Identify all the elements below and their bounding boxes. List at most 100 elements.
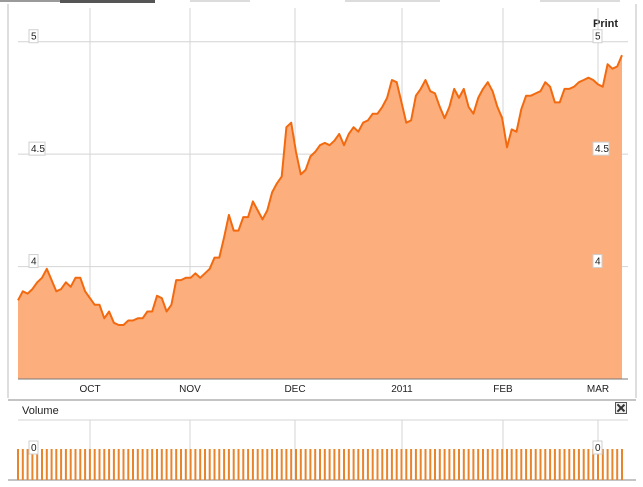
volume-bar	[280, 449, 283, 480]
volume-bar	[26, 449, 29, 480]
y-tick-label: 5	[595, 32, 601, 43]
volume-bar	[160, 449, 163, 480]
volume-bar	[592, 449, 595, 480]
strip-segment	[60, 0, 155, 3]
volume-bar	[175, 449, 178, 480]
volume-bar	[146, 449, 149, 480]
volume-bar	[208, 449, 211, 480]
volume-bar	[132, 449, 134, 480]
volume-bar	[400, 449, 403, 480]
x-tick-label: DEC	[284, 384, 305, 395]
volume-bar	[103, 449, 106, 480]
y-tick-label: 5	[31, 32, 37, 43]
volume-bar	[21, 449, 24, 480]
volume-bar	[55, 449, 58, 480]
volume-bar	[448, 449, 451, 480]
volume-title: Volume	[22, 405, 59, 417]
volume-bar	[122, 449, 125, 480]
strip-segment	[345, 0, 440, 2]
volume-bar	[597, 449, 599, 480]
volume-bar	[486, 449, 489, 480]
volume-bar	[429, 449, 432, 480]
volume-bar	[506, 449, 508, 480]
volume-bar	[419, 449, 422, 480]
y-tick-box	[592, 29, 603, 44]
volume-bar	[386, 449, 389, 480]
x-axis: OCT NOV DEC 2011 FEB MAR	[79, 384, 609, 395]
volume-bar	[64, 449, 67, 480]
volume-bar	[261, 449, 264, 480]
volume-bar	[285, 449, 288, 480]
volume-bar	[434, 449, 436, 480]
volume-bar	[314, 449, 317, 480]
volume-bar	[271, 449, 274, 480]
volume-bar	[36, 449, 39, 480]
volume-bar	[338, 449, 341, 480]
volume-bar	[266, 449, 269, 480]
close-volume-icon[interactable]	[615, 402, 627, 414]
volume-bar	[151, 449, 154, 480]
x-tick-label: MAR	[587, 384, 609, 395]
volume-bar	[515, 449, 518, 480]
volume-bar	[549, 449, 552, 480]
volume-bar	[309, 449, 312, 480]
volume-tick-box	[592, 440, 603, 455]
volume-bar	[362, 449, 365, 480]
volume-bar	[184, 449, 187, 480]
y-tick-box	[592, 254, 603, 269]
volume-bar	[251, 449, 254, 480]
volume-bar	[50, 449, 53, 480]
volume-bar	[357, 449, 360, 480]
volume-bar	[573, 449, 576, 480]
volume-bar	[194, 449, 197, 480]
volume-bar	[84, 449, 87, 480]
main-plot-frame	[7, 4, 637, 398]
volume-bar	[587, 449, 590, 480]
volume-bar	[41, 449, 43, 480]
volume-bar	[290, 449, 293, 480]
volume-bar	[410, 449, 413, 480]
volume-bar	[443, 449, 446, 480]
volume-bar	[606, 449, 609, 480]
volume-bar	[31, 449, 34, 480]
volume-bar	[117, 449, 120, 480]
volume-tick-box	[28, 440, 39, 455]
volume-bar	[204, 449, 206, 480]
y-tick-label: 4.5	[595, 144, 609, 155]
volume-bar	[520, 449, 523, 480]
volume-bar	[366, 449, 369, 480]
volume-bar	[88, 449, 91, 480]
x-tick-label: NOV	[179, 384, 201, 395]
volume-bar	[390, 449, 393, 480]
y-tick-label: 4.5	[31, 144, 45, 155]
volume-bar	[453, 449, 456, 480]
print-button[interactable]: Print	[593, 18, 619, 30]
volume-bar	[462, 449, 465, 480]
volume-bar	[156, 449, 158, 480]
y-tick-box	[592, 141, 610, 156]
volume-bar	[199, 449, 202, 480]
volume-bar	[98, 449, 101, 480]
volume-bar	[141, 449, 144, 480]
volume-bar	[496, 449, 499, 480]
volume-bar	[395, 449, 398, 480]
y-axis-left: 44.55	[28, 29, 46, 269]
volume-bar	[525, 449, 528, 480]
volume-bar	[45, 449, 48, 480]
volume-bar	[347, 449, 350, 480]
volume-bar	[414, 449, 417, 480]
y-tick-box	[28, 141, 46, 156]
volume-bar	[343, 449, 345, 480]
volume-bar	[438, 449, 441, 480]
volume-bar	[136, 449, 139, 480]
volume-bar	[491, 449, 494, 480]
volume-bar	[227, 449, 230, 480]
volume-bar	[295, 449, 297, 480]
volume-bar	[510, 449, 513, 480]
volume-bar	[232, 449, 235, 480]
volume-bar	[256, 449, 259, 480]
strip-segment	[540, 0, 620, 2]
price-line	[17, 54, 623, 326]
volume-bar	[60, 449, 63, 480]
